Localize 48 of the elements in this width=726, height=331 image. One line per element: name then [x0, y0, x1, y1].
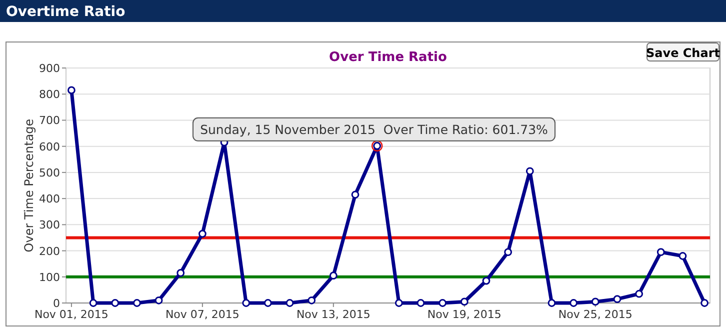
point	[394, 299, 403, 307]
point	[176, 269, 185, 277]
point	[329, 272, 338, 280]
y-tick-label: 200	[39, 244, 60, 258]
y-tick-label: 300	[39, 218, 60, 232]
y-tick-label: 100	[39, 270, 60, 284]
point	[154, 296, 163, 304]
point	[286, 299, 294, 307]
point	[198, 230, 206, 238]
point	[111, 299, 120, 307]
point	[460, 298, 468, 306]
point	[89, 299, 98, 307]
point	[678, 252, 687, 260]
point	[548, 299, 556, 307]
y-axis-title: Over Time Percentage	[22, 118, 36, 252]
text: Save Chart	[646, 46, 720, 60]
point	[570, 299, 578, 307]
point	[591, 298, 600, 306]
point	[308, 296, 316, 304]
y-tick-label: 400	[39, 192, 60, 206]
point	[700, 299, 708, 307]
point	[416, 299, 425, 307]
y-tick-label: 600	[39, 140, 60, 154]
x-tick-label: Nov 01, 2015	[34, 308, 108, 321]
point	[438, 299, 447, 307]
chart-title: Over Time Ratio	[329, 50, 447, 65]
point	[133, 299, 141, 307]
y-tick-label: 500	[39, 166, 60, 180]
x-tick-label: Nov 19, 2015	[427, 308, 502, 321]
point	[68, 86, 76, 94]
point	[264, 299, 272, 307]
y-tick-label: 700	[39, 114, 60, 128]
point	[526, 167, 534, 176]
annotation: Sunday, 15 November 2015 Over Time Ratio: 601.73%	[200, 122, 548, 137]
y-tick-label: 900	[39, 62, 60, 75]
y-tick-label: 800	[39, 88, 60, 102]
point	[656, 248, 665, 256]
text: Overtime Ratio	[6, 4, 126, 20]
y-tick-label: 0	[53, 297, 60, 310]
point	[482, 276, 490, 285]
x-tick-label: Nov 13, 2015	[296, 308, 370, 321]
point	[613, 295, 622, 304]
x-tick-label: Nov 07, 2015	[165, 308, 240, 321]
x-tick-label: Nov 25, 2015	[558, 308, 632, 321]
point	[635, 290, 643, 298]
point	[504, 248, 512, 256]
point	[242, 299, 250, 307]
point	[351, 190, 360, 199]
